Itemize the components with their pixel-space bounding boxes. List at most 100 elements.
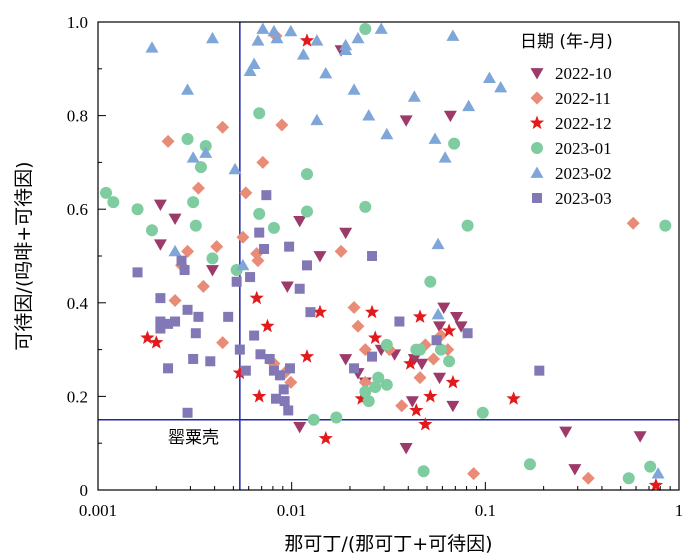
y-tick-label: 0.2 — [67, 387, 88, 406]
data-point — [181, 133, 194, 145]
y-tick-label: 0.6 — [67, 200, 88, 219]
data-point — [412, 309, 428, 323]
data-point — [205, 356, 216, 367]
data-point — [284, 24, 298, 37]
data-point — [296, 48, 310, 60]
data-point — [334, 244, 348, 258]
data-point — [107, 196, 120, 209]
data-point — [305, 307, 316, 318]
data-point — [394, 316, 405, 327]
data-point — [293, 421, 307, 434]
series-2022-12 — [140, 33, 664, 492]
data-point — [132, 267, 143, 278]
data-point — [155, 323, 166, 334]
data-point — [161, 134, 175, 148]
data-point — [239, 186, 253, 200]
data-point — [438, 151, 452, 163]
data-point — [369, 381, 382, 394]
data-point — [651, 467, 665, 479]
data-point — [506, 391, 521, 405]
data-point — [302, 260, 313, 271]
data-point — [247, 57, 261, 69]
data-point — [339, 354, 353, 366]
data-point — [568, 464, 582, 476]
data-point — [454, 321, 468, 333]
data-point — [299, 33, 315, 47]
data-point — [186, 151, 200, 163]
data-point — [339, 227, 353, 240]
data-point — [240, 365, 251, 376]
data-point — [275, 118, 289, 132]
data-point — [256, 155, 270, 169]
data-point — [359, 23, 372, 36]
x-tick-label: 0.01 — [277, 501, 307, 520]
data-point — [228, 162, 242, 175]
data-point — [176, 255, 187, 266]
data-point — [196, 279, 210, 293]
data-point — [270, 393, 281, 404]
data-point — [443, 355, 456, 368]
data-point — [255, 349, 266, 360]
data-point — [145, 41, 159, 53]
data-point — [407, 90, 421, 102]
data-point — [301, 168, 314, 181]
data-point — [428, 132, 442, 144]
data-point — [187, 196, 200, 209]
data-point — [182, 304, 193, 315]
data-point — [347, 300, 361, 314]
data-point — [261, 190, 272, 201]
data-point — [231, 276, 242, 287]
data-point — [423, 388, 438, 403]
data-point — [283, 405, 294, 416]
data-point — [427, 352, 441, 366]
data-point — [251, 254, 265, 268]
data-point — [163, 318, 174, 329]
data-point — [347, 83, 361, 95]
legend: 日期 (年-月) 2022-10 2022-11 2022-12 2023-01 202… — [520, 32, 613, 208]
data-point — [268, 365, 279, 376]
data-point — [205, 31, 219, 44]
data-point — [367, 251, 378, 261]
data-point — [252, 388, 267, 403]
data-point — [210, 240, 224, 254]
data-point — [206, 252, 219, 265]
data-point — [278, 384, 289, 395]
data-point — [448, 137, 461, 150]
data-point — [648, 477, 664, 492]
data-point — [191, 181, 205, 195]
data-point — [236, 258, 250, 271]
data-point — [413, 371, 427, 385]
data-point — [253, 107, 266, 120]
y-axis-title: 可待因/(吗啡+可待因) — [13, 161, 35, 350]
data-point — [245, 272, 256, 283]
data-point — [626, 216, 640, 230]
data-point — [446, 400, 460, 413]
data-point — [293, 216, 307, 228]
data-point — [313, 251, 327, 263]
data-point — [193, 311, 204, 322]
data-point — [581, 471, 595, 485]
data-point — [633, 431, 647, 443]
data-point — [194, 161, 207, 174]
data-point — [153, 239, 167, 251]
data-point — [267, 221, 280, 234]
series-2023-02 — [145, 22, 665, 479]
data-point — [232, 365, 247, 380]
data-point — [403, 356, 418, 370]
data-point — [190, 328, 201, 339]
data-point — [494, 81, 508, 93]
legend-label: 2022-10 — [555, 64, 612, 83]
data-point — [253, 207, 266, 220]
data-point — [367, 351, 378, 362]
data-point — [433, 321, 447, 333]
data-point — [523, 458, 536, 471]
data-point — [318, 431, 333, 445]
data-point — [310, 34, 324, 46]
series-2023-01 — [100, 23, 672, 485]
data-point — [270, 31, 284, 44]
legend-label: 2023-03 — [555, 189, 612, 208]
data-point — [312, 304, 328, 319]
y-tick-label: 0 — [80, 481, 89, 500]
legend-marker — [530, 68, 544, 80]
data-point — [437, 302, 451, 314]
